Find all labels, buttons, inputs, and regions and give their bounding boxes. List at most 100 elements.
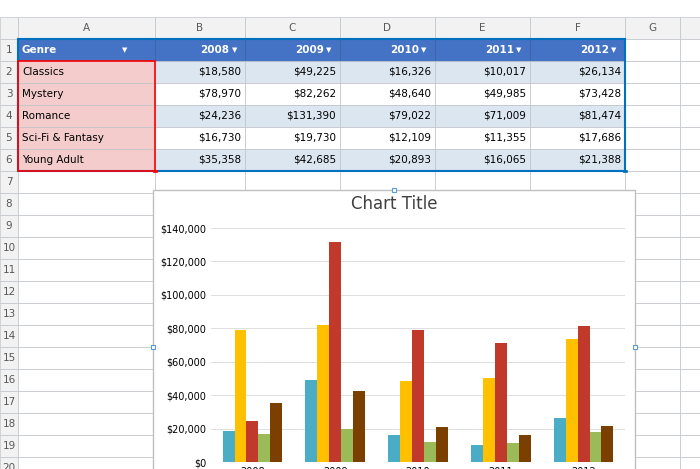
Bar (18, 347, 155, 369)
Bar (680, 17, 700, 39)
Bar (0, 259, 18, 281)
Bar (530, 39, 625, 61)
Bar (340, 149, 435, 171)
Bar (625, 105, 680, 127)
Bar (625, 281, 680, 303)
Text: Classics: Classics (22, 67, 64, 77)
Text: 2008: 2008 (200, 45, 229, 55)
Bar (680, 435, 700, 457)
Text: 1: 1 (6, 45, 13, 55)
Bar (530, 61, 625, 83)
Text: $35,358: $35,358 (198, 155, 241, 165)
Bar (245, 347, 340, 369)
Bar (530, 17, 625, 39)
Bar (680, 259, 700, 281)
Bar (625, 347, 680, 369)
Bar (680, 83, 700, 105)
Bar (245, 391, 340, 413)
Bar (155, 369, 245, 391)
Bar (392, 188, 396, 192)
Bar (424, 442, 436, 462)
Bar (680, 281, 700, 303)
Bar (435, 61, 530, 83)
Bar (0, 347, 18, 369)
Text: $24,236: $24,236 (198, 111, 241, 121)
Bar (305, 380, 317, 462)
Bar (155, 237, 245, 259)
Bar (340, 83, 435, 105)
Bar (340, 303, 435, 325)
Bar (340, 215, 435, 237)
Bar (18, 127, 155, 149)
Bar (245, 237, 340, 259)
Text: 4: 4 (6, 111, 13, 121)
Bar (589, 432, 601, 462)
Bar (625, 61, 680, 83)
Text: ▼: ▼ (232, 47, 237, 53)
Text: 19: 19 (2, 441, 15, 451)
Text: $11,355: $11,355 (483, 133, 526, 143)
Bar (530, 369, 625, 391)
Bar (329, 242, 341, 462)
Text: $81,474: $81,474 (578, 111, 621, 121)
Bar (245, 127, 340, 149)
Bar (625, 39, 680, 61)
Bar (578, 326, 589, 462)
Bar (155, 39, 245, 61)
Bar (245, 193, 340, 215)
Bar (435, 391, 530, 413)
Bar (155, 127, 245, 149)
Bar (0, 61, 18, 83)
Text: ▼: ▼ (611, 47, 616, 53)
Bar (340, 17, 435, 39)
Bar (340, 39, 435, 61)
Bar (151, 345, 155, 349)
Bar (155, 105, 245, 127)
Bar (435, 149, 530, 171)
Bar (530, 259, 625, 281)
Bar (245, 39, 340, 61)
Bar (530, 171, 625, 193)
Bar (340, 391, 435, 413)
Bar (625, 83, 680, 105)
Bar (155, 391, 245, 413)
Text: $19,730: $19,730 (293, 133, 336, 143)
Bar (0, 457, 18, 469)
Bar (340, 171, 435, 193)
Bar (435, 39, 530, 61)
Bar (155, 83, 245, 105)
Bar (680, 347, 700, 369)
Bar (680, 149, 700, 171)
Bar (412, 330, 424, 462)
Text: Genre: Genre (22, 45, 57, 55)
Bar (18, 83, 155, 105)
Bar (340, 105, 435, 127)
Bar (258, 434, 270, 462)
Bar (435, 83, 530, 105)
Bar (340, 39, 435, 61)
Text: Young Adult: Young Adult (22, 155, 84, 165)
Bar (155, 39, 245, 61)
Bar (530, 149, 625, 171)
Bar (245, 457, 340, 469)
Text: 3: 3 (6, 89, 13, 99)
Bar (18, 83, 155, 105)
Bar (18, 105, 155, 127)
Bar (435, 281, 530, 303)
Bar (340, 281, 435, 303)
Bar (18, 39, 625, 171)
Bar (554, 418, 566, 462)
Text: B: B (197, 23, 204, 33)
Text: ▼: ▼ (122, 47, 127, 53)
Bar (155, 193, 245, 215)
Bar (340, 325, 435, 347)
Bar (680, 127, 700, 149)
Text: E: E (480, 23, 486, 33)
Bar (155, 127, 245, 149)
Bar (680, 237, 700, 259)
Bar (18, 149, 155, 171)
Bar (625, 149, 680, 171)
Bar (633, 345, 637, 349)
Text: 20: 20 (2, 463, 15, 469)
Bar (0, 435, 18, 457)
